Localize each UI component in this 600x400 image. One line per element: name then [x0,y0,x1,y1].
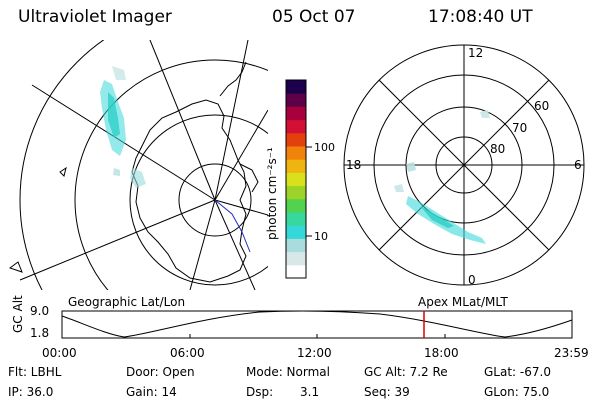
meridian-line [214,109,268,201]
colorbar-stripes [286,80,306,279]
aurora-patch [480,110,490,118]
timeline-ymin: 1.8 [30,326,50,340]
coastline [239,163,259,193]
timeline-ymax: 9.0 [30,304,50,318]
colorbar-stripe [286,251,306,266]
status-gc-alt: GC Alt: 7.2 Re [364,365,448,379]
timeline-right-caption: Apex MLat/MLT [418,295,508,309]
lat-circle [74,59,268,290]
meridian-line [19,199,216,281]
coastline [219,61,247,97]
colorbar-stripe [286,172,306,187]
colorbar-stripe [286,80,306,94]
aurora-patch [406,162,416,172]
aurora-patch [112,66,126,80]
colorbar-stripe [286,93,306,107]
coastline [59,166,67,177]
hour-label-18: 18 [346,158,361,172]
time-tick-label: 00:00 [42,346,77,360]
colorbar-stripe [286,132,306,147]
hour-label-0: 0 [468,273,476,287]
colorbar-stripe [286,238,306,253]
status-mode: Mode: Normal [246,365,330,379]
time-label: 17:08:40 UT [428,7,533,27]
time-tick-label: 06:00 [170,346,205,360]
meridian-line [214,199,256,290]
colorbar-stripe [286,146,306,160]
aurora-patch [130,168,146,188]
polar-axis [378,79,550,251]
meridian-line [149,40,216,201]
status-dsp-label: Dsp: [246,385,274,399]
status-dsp-value: 3.1 [300,385,320,399]
timeline-frame [61,310,573,339]
status-seq: Seq: 39 [364,385,410,399]
colorbar-unit-label: photon cm⁻²s⁻¹ [265,147,279,240]
meridian-line [214,199,268,216]
lat-circle [129,114,268,286]
colorbar-stripe [286,264,306,279]
colorbar-stripe [286,225,306,239]
status-door: Door: Open [126,365,195,379]
timeline-y-label: GC Alt [11,295,25,333]
instrument-title: Ultraviolet Imager [18,7,172,27]
time-tick-label: 23:59 [554,346,589,360]
status-filter: Flt: LBHL [8,365,62,379]
colorbar-stripe [286,119,306,134]
colorbar-stripe [286,198,306,213]
hour-label-6: 6 [574,158,582,172]
coastline [131,99,247,283]
lat-circle [19,40,105,290]
time-tick-label: 12:00 [297,346,332,360]
coastline [8,261,23,273]
colorbar-stripe [286,212,306,226]
aurora-patch [108,92,120,138]
colorbar-frame [285,79,307,279]
status-ip: IP: 36.0 [8,385,54,399]
colorbar-stripe [286,106,306,121]
meridian-line [214,40,249,201]
colorbar-stripe [286,159,306,173]
meridian-line [189,199,216,290]
aurora-patch [420,206,454,228]
colorbar-stripe [286,185,306,200]
lat-label-60: 60 [534,99,549,113]
time-tick-label: 18:00 [424,346,459,360]
status-glat: GLat: -67.0 [484,365,551,379]
orbit-track [214,199,251,253]
aurora-patch [113,168,120,176]
aurora-patch [394,184,404,192]
status-gain: Gain: 14 [126,385,177,399]
colorbar-tick-label: 10 [314,230,328,243]
lat-label-70: 70 [512,121,527,135]
date-label: 05 Oct 07 [272,7,356,27]
colorbar-tick-label: 100 [314,141,335,154]
lat-circle [178,163,252,237]
timeline-left-caption: Geographic Lat/Lon [68,295,186,309]
aurora-patch [406,196,486,244]
lat-label-80: 80 [490,142,505,156]
hour-label-12: 12 [468,46,483,60]
status-glon: GLon: 75.0 [484,385,550,399]
altitude-curve [61,310,573,338]
